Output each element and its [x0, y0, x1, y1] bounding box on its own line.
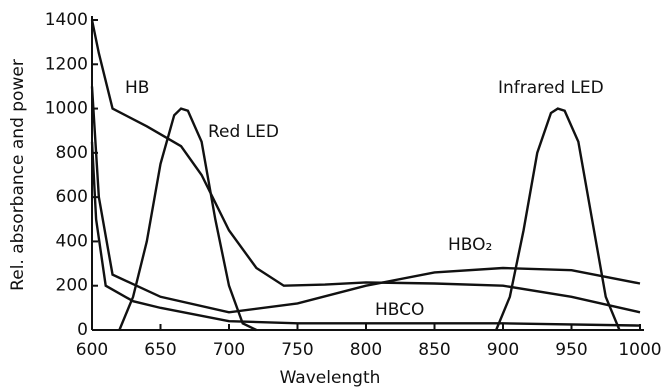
x-tick-label: 750 [281, 340, 313, 360]
x-tick-label: 950 [555, 340, 587, 360]
chart: Wavelength Rel. absorbance and power 0 20… [0, 0, 668, 388]
series-label: Red LED [208, 122, 279, 142]
x-tick-label: 1000 [618, 340, 661, 360]
y-tick-label: 1000 [45, 99, 88, 119]
line [496, 109, 619, 330]
x-tick-label: 850 [418, 340, 450, 360]
series-label: Infrared LED [498, 78, 604, 98]
y-tick-label: 1200 [45, 54, 88, 74]
y-axis-label: Rel. absorbance and power [8, 59, 28, 291]
x-tick-label: 800 [350, 340, 382, 360]
line [92, 86, 640, 312]
series-label: HBO₂ [448, 235, 492, 255]
y-tick-label: 1400 [45, 10, 88, 30]
y-tick-label: 800 [56, 143, 88, 163]
x-tick-label: 650 [144, 340, 176, 360]
x-tick-label: 600 [76, 340, 108, 360]
series-label: HB [125, 78, 149, 98]
y-tick-label: 0 [77, 320, 88, 340]
line [92, 142, 640, 326]
series-label: HBCO [375, 300, 424, 320]
x-tick-label: 700 [213, 340, 245, 360]
line [92, 20, 640, 312]
y-tick-label: 200 [56, 276, 88, 296]
x-axis-label: Wavelength [280, 368, 381, 388]
y-tick-label: 600 [56, 187, 88, 207]
x-tick-label: 900 [487, 340, 519, 360]
y-tick-label: 400 [56, 231, 88, 251]
